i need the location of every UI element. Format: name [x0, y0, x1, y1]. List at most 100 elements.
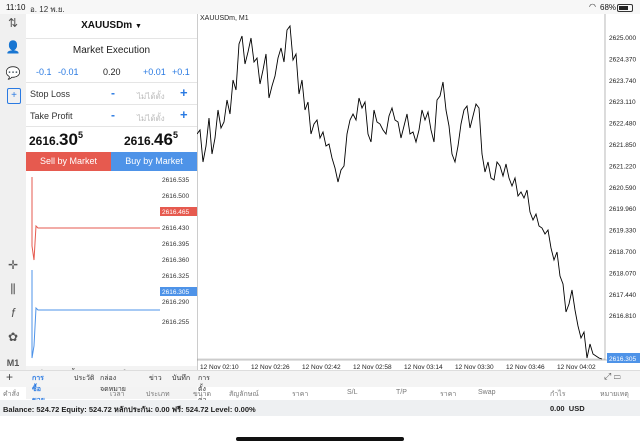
- bid-price-sup: 5: [77, 130, 83, 140]
- bid-price-marker: [160, 287, 197, 296]
- x-axis-tick-label: 12 Nov 03:14: [404, 364, 443, 370]
- tick-price-label: 2616.255: [162, 319, 189, 326]
- col-swap: Swap: [478, 389, 496, 396]
- col-symbol: สัญลักษณ์: [229, 391, 259, 398]
- buy-by-market-button[interactable]: Buy by Market: [111, 152, 197, 171]
- take-profit-input[interactable]: ไม่ได้ตั้ง: [137, 114, 165, 123]
- symbol-selector[interactable]: XAUUSDm ▼: [26, 20, 197, 31]
- accounts-icon[interactable]: 👤: [5, 40, 21, 54]
- take-profit-plus-button[interactable]: +: [180, 107, 188, 122]
- total-profit-value: 0.00: [550, 404, 565, 413]
- tick-price-label: 2616.395: [162, 241, 189, 248]
- tick-price-label: 2616.360: [162, 257, 189, 264]
- y-axis-tick-label: 2618.070: [609, 270, 636, 277]
- symbol-name: XAUUSDm: [81, 20, 133, 31]
- tick-price-label: 2616.465: [162, 209, 189, 216]
- bid-price-prefix: 2616.: [29, 134, 60, 148]
- bottom-tab-bar: [0, 370, 640, 387]
- panel-size-icons[interactable]: ⤢ ▭: [604, 371, 621, 381]
- col-comment: หมายเหตุ: [600, 391, 629, 398]
- x-axis-tick-label: 12 Nov 03:30: [455, 364, 494, 370]
- col-profit: กำไร: [550, 391, 566, 398]
- ask-price-prefix: 2616.: [124, 134, 155, 148]
- y-axis-tick-label: 2621.220: [609, 163, 636, 170]
- currency: USD: [568, 404, 585, 413]
- ask-price: 2616.465: [124, 130, 178, 150]
- y-axis-tick-label: 2617.440: [609, 292, 636, 299]
- total-profit: 0.00 USD: [550, 404, 585, 413]
- new-order-icon[interactable]: +: [7, 88, 21, 104]
- divider: [26, 38, 197, 39]
- volume-plus-01[interactable]: +0.1: [172, 67, 190, 77]
- volume-plus-001[interactable]: +0.01: [143, 67, 166, 77]
- col-time: เวลา: [110, 391, 125, 398]
- left-toolbar: ⇅ 👤 💬 + ✛ ⫼ f ✿ M1: [0, 14, 27, 384]
- stop-loss-minus-button[interactable]: -: [111, 86, 115, 100]
- col-sl: S/L: [347, 389, 358, 396]
- chat-icon[interactable]: 💬: [5, 66, 21, 80]
- tick-price-label: 2616.305: [162, 289, 189, 296]
- x-axis-tick-label: 12 Nov 02:10: [200, 364, 239, 370]
- chart-title: XAUUSDm, M1: [200, 15, 249, 22]
- timeframe-icon[interactable]: M1: [6, 358, 20, 368]
- tick-chart: 2616.535 2616.500 2616.465 2616.430 2616.395…: [31, 177, 197, 359]
- stop-loss-label: Stop Loss: [30, 89, 71, 99]
- crosshair-icon[interactable]: ✛: [7, 258, 19, 272]
- col-volume: ขนาด: [193, 391, 212, 398]
- y-axis-tick-label: 2621.850: [609, 142, 636, 149]
- execution-mode[interactable]: Market Execution: [72, 45, 151, 56]
- chart-canvas: 2625.000 2624.370 2623.740 2623.110 2622.480…: [196, 14, 640, 371]
- current-price-marker: [607, 353, 640, 363]
- x-axis-tick-label: 12 Nov 04:02: [557, 364, 596, 370]
- home-indicator[interactable]: [236, 437, 404, 441]
- volume-minus-001[interactable]: -0.01: [58, 67, 79, 77]
- divider: [26, 82, 197, 83]
- take-profit-minus-button[interactable]: -: [111, 108, 115, 122]
- chart-type-icon[interactable]: ⫼: [10, 282, 16, 296]
- divider: [26, 104, 197, 105]
- stop-loss-input[interactable]: ไม่ได้ตั้ง: [137, 92, 165, 101]
- price-chart[interactable]: XAUUSDm, M1 2625.000 2624.370 2623.740 2623…: [196, 14, 640, 371]
- tab-news[interactable]: ข่าว: [149, 375, 162, 382]
- col-order: คำสั่ง: [3, 391, 20, 398]
- status-time: 11:10: [6, 3, 26, 12]
- ask-price-sup: 5: [172, 130, 178, 140]
- divider: [26, 126, 197, 127]
- tab-history[interactable]: ประวัติ: [74, 375, 95, 382]
- y-axis-tick-label: 2623.110: [609, 99, 636, 106]
- y-axis-tick-label: 2619.330: [609, 228, 636, 235]
- tab-journal[interactable]: บันทึก: [172, 375, 191, 382]
- x-axis-tick-label: 12 Nov 02:58: [353, 364, 392, 370]
- indicators-icon[interactable]: f: [11, 306, 15, 320]
- y-axis-tick-label: 2620.590: [609, 185, 636, 192]
- balance-summary: Balance: 524.72 Equity: 524.72 หลักประกั…: [3, 405, 256, 414]
- trade-table-header: คำสั่ง เวลา ประเภท ขนาด สัญลักษณ์ ราคา S…: [0, 386, 640, 401]
- stop-loss-plus-button[interactable]: +: [180, 85, 188, 100]
- y-axis-tick-label: 2623.740: [609, 78, 636, 85]
- col-tp: T/P: [396, 389, 407, 396]
- price-line: [196, 24, 603, 360]
- chevron-down-icon: ▼: [134, 23, 142, 30]
- volume-value[interactable]: 0.20: [103, 67, 121, 77]
- volume-minus-01[interactable]: -0.1: [36, 67, 52, 77]
- tick-price-label: 2616.500: [162, 193, 189, 200]
- tick-price-label: 2616.325: [162, 273, 189, 280]
- y-axis-tick-label: 2619.960: [609, 206, 636, 213]
- tab-mailbox[interactable]: กล่องจดหมาย: [100, 375, 126, 393]
- balance-row: Balance: 524.72 Equity: 524.72 หลักประกั…: [0, 400, 640, 416]
- ask-price-marker: [160, 207, 197, 216]
- battery-icon: [617, 4, 633, 12]
- ask-price-big: 46: [154, 130, 173, 149]
- bid-tick-line: [31, 270, 160, 359]
- sell-by-market-button[interactable]: Sell by Market: [26, 152, 111, 171]
- battery-percent: 68%: [600, 3, 617, 12]
- col-price: ราคา: [292, 391, 309, 398]
- x-axis-tick-label: 12 Nov 03:46: [506, 364, 545, 370]
- take-profit-label: Take Profit: [30, 111, 73, 121]
- quotes-icon[interactable]: ⇅: [7, 16, 19, 30]
- add-panel-icon[interactable]: +: [6, 370, 14, 384]
- x-axis-tick-label: 12 Nov 02:42: [302, 364, 341, 370]
- current-price-label: 2616.305: [609, 356, 636, 363]
- tick-price-label: 2616.430: [162, 225, 189, 232]
- objects-icon[interactable]: ✿: [7, 330, 19, 344]
